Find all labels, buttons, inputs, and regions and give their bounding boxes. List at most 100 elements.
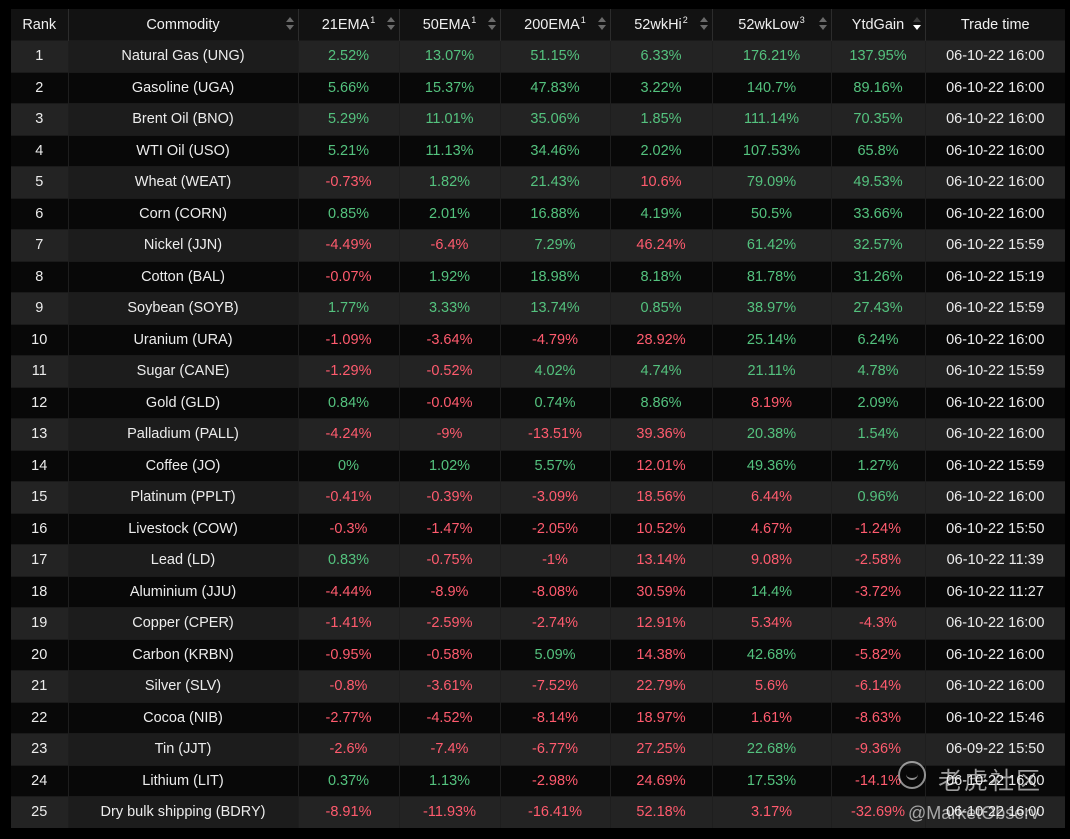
table-row[interactable]: 1 Natural Gas (UNG) 2.52% 13.07% 51.15% 6.33%… — [11, 40, 1065, 72]
table-row[interactable]: 3 Brent Oil (BNO) 5.29% 11.01% 35.06% 1.85% 11… — [11, 103, 1065, 135]
commodity-cell: Cocoa (NIB) — [68, 701, 299, 734]
wk52-low-cell: 79.09% — [712, 166, 832, 198]
footnote-marker: 1 — [370, 14, 376, 25]
table-row[interactable]: 12 Gold (GLD) 0.84% -0.04% 0.74% 8.86% 8.19% 2.… — [11, 386, 1065, 419]
ema21-cell: -1.29% — [298, 355, 400, 387]
ema200-cell: 35.06% — [500, 103, 611, 135]
trade-time-cell: 06-10-22 16:00 — [925, 418, 1065, 450]
ema50-cell: -4.52% — [399, 701, 501, 734]
table-row[interactable]: 21 Silver (SLV) -0.8% -3.61% -7.52% 22.79% 5.6… — [11, 670, 1065, 702]
table-row[interactable]: 9 Soybean (SOYB) 1.77% 3.33% 13.74% 0.85% 38.9… — [11, 292, 1065, 324]
ema50-cell: 1.82% — [399, 166, 501, 198]
commodity-cell: Sugar (CANE) — [68, 355, 299, 387]
wk52-low-cell: 3.17% — [712, 796, 832, 828]
ytd-gain-cell: 0.96% — [831, 481, 926, 513]
table-row[interactable]: 18 Aluminium (JJU) -4.44% -8.9% -8.08% 30.59%… — [11, 575, 1065, 608]
trade-time-cell: 06-10-22 16:00 — [925, 607, 1065, 639]
commodity-cell: Silver (SLV) — [68, 670, 299, 702]
ema50-cell: 3.33% — [399, 292, 501, 324]
header-label: 52wkLow — [738, 16, 799, 33]
header-label: YtdGain — [851, 16, 905, 33]
wk52-hi-cell: 8.18% — [610, 260, 713, 293]
trade-time-cell: 06-10-22 16:00 — [925, 670, 1065, 702]
wk52-low-cell: 8.19% — [712, 386, 832, 419]
ema50-cell: 11.13% — [399, 134, 501, 167]
table-row[interactable]: 4 WTI Oil (USO) 5.21% 11.13% 34.46% 2.02% 107.… — [11, 134, 1065, 167]
table-row[interactable]: 17 Lead (LD) 0.83% -0.75% -1% 13.14% 9.08% -2.5… — [11, 544, 1065, 576]
wk52-low-cell: 6.44% — [712, 481, 832, 513]
table-row[interactable]: 25 Dry bulk shipping (BDRY) -8.91% -11.93% -… — [11, 796, 1065, 828]
ytd-gain-cell: 70.35% — [831, 103, 926, 135]
rank-cell: 10 — [11, 323, 69, 356]
table-row[interactable]: 2 Gasoline (UGA) 5.66% 15.37% 47.83% 3.22% 140… — [11, 71, 1065, 104]
sort-arrows-icon[interactable] — [597, 17, 606, 31]
wk52-hi-cell: 4.19% — [610, 197, 713, 230]
ema50-cell: -8.9% — [399, 575, 501, 608]
rank-cell: 6 — [11, 197, 69, 230]
table-row[interactable]: 6 Corn (CORN) 0.85% 2.01% 16.88% 4.19% 50.5% 33… — [11, 197, 1065, 230]
header-ytdgain[interactable]: YtdGain — [831, 9, 926, 41]
table-row[interactable]: 19 Copper (CPER) -1.41% -2.59% -2.74% 12.91% 5… — [11, 607, 1065, 639]
sort-arrows-icon[interactable] — [487, 17, 496, 31]
ytd-gain-cell: -1.24% — [831, 512, 926, 545]
ema50-cell: 2.01% — [399, 197, 501, 230]
trade-time-cell: 06-10-22 16:00 — [925, 134, 1065, 167]
table-row[interactable]: 7 Nickel (JJN) -4.49% -6.4% 7.29% 46.24% 61.42… — [11, 229, 1065, 261]
ytd-gain-cell: 27.43% — [831, 292, 926, 324]
table-row[interactable]: 20 Carbon (KRBN) -0.95% -0.58% 5.09% 14.38% 42… — [11, 638, 1065, 671]
sort-arrows-icon[interactable] — [386, 17, 395, 31]
rank-cell: 24 — [11, 764, 69, 797]
header-commodity[interactable]: Commodity — [68, 9, 299, 41]
commodity-cell: Copper (CPER) — [68, 607, 299, 639]
ema50-cell: -6.4% — [399, 229, 501, 261]
ema50-cell: -0.58% — [399, 638, 501, 671]
header-21ema[interactable]: 21EMA1 — [298, 9, 400, 41]
table-row[interactable]: 23 Tin (JJT) -2.6% -7.4% -6.77% 27.25% 22.68% -… — [11, 733, 1065, 765]
table-row[interactable]: 11 Sugar (CANE) -1.29% -0.52% 4.02% 4.74% 21.1… — [11, 355, 1065, 387]
trade-time-cell: 06-10-22 15:46 — [925, 701, 1065, 734]
rank-cell: 13 — [11, 418, 69, 450]
table-row[interactable]: 24 Lithium (LIT) 0.37% 1.13% -2.98% 24.69% 17.… — [11, 764, 1065, 797]
wk52-low-cell: 1.61% — [712, 701, 832, 734]
table-row[interactable]: 5 Wheat (WEAT) -0.73% 1.82% 21.43% 10.6% 79.09… — [11, 166, 1065, 198]
table-row[interactable]: 15 Platinum (PPLT) -0.41% -0.39% -3.09% 18.56… — [11, 481, 1065, 513]
sort-arrows-icon[interactable] — [699, 17, 708, 31]
ema200-cell: 5.09% — [500, 638, 611, 671]
ema200-cell: -6.77% — [500, 733, 611, 765]
wk52-hi-cell: 14.38% — [610, 638, 713, 671]
trade-time-cell: 06-10-22 15:59 — [925, 355, 1065, 387]
ema21-cell: 0.84% — [298, 386, 400, 419]
table-row[interactable]: 16 Livestock (COW) -0.3% -1.47% -2.05% 10.52%… — [11, 512, 1065, 545]
sort-arrows-icon[interactable] — [285, 17, 294, 31]
trade-time-cell: 06-10-22 16:00 — [925, 323, 1065, 356]
table-row[interactable]: 8 Cotton (BAL) -0.07% 1.92% 18.98% 8.18% 81.78… — [11, 260, 1065, 293]
sort-descending-icon[interactable] — [912, 17, 921, 31]
header-52wklow[interactable]: 52wkLow3 — [712, 9, 832, 41]
commodity-table-container: Rank Commodity 21EMA1 50EMA1 200EMA1 — [11, 9, 1065, 828]
header-200ema[interactable]: 200EMA1 — [500, 9, 611, 41]
header-50ema[interactable]: 50EMA1 — [399, 9, 501, 41]
ema200-cell: -2.05% — [500, 512, 611, 545]
sort-arrows-icon[interactable] — [818, 17, 827, 31]
header-label: 52wkHi — [634, 16, 682, 33]
ema200-cell: -2.98% — [500, 764, 611, 797]
header-52wkhi[interactable]: 52wkHi2 — [610, 9, 713, 41]
table-row[interactable]: 14 Coffee (JO) 0% 1.02% 5.57% 12.01% 49.36% 1.2… — [11, 449, 1065, 482]
table-row[interactable]: 13 Palladium (PALL) -4.24% -9% -13.51% 39.36%… — [11, 418, 1065, 450]
ema21-cell: -4.24% — [298, 418, 400, 450]
wk52-hi-cell: 27.25% — [610, 733, 713, 765]
ema50-cell: -0.75% — [399, 544, 501, 576]
commodity-performance-table: Rank Commodity 21EMA1 50EMA1 200EMA1 — [11, 9, 1065, 828]
ema21-cell: 2.52% — [298, 40, 400, 72]
ema50-cell: -2.59% — [399, 607, 501, 639]
wk52-low-cell: 107.53% — [712, 134, 832, 167]
table-row[interactable]: 10 Uranium (URA) -1.09% -3.64% -4.79% 28.92% 2… — [11, 323, 1065, 356]
ema21-cell: -4.44% — [298, 575, 400, 608]
wk52-hi-cell: 22.79% — [610, 670, 713, 702]
ema21-cell: 0.37% — [298, 764, 400, 797]
table-row[interactable]: 22 Cocoa (NIB) -2.77% -4.52% -8.14% 18.97% 1.6… — [11, 701, 1065, 734]
rank-cell: 9 — [11, 292, 69, 324]
ytd-gain-cell: 6.24% — [831, 323, 926, 356]
commodity-cell: Natural Gas (UNG) — [68, 40, 299, 72]
ema21-cell: -0.8% — [298, 670, 400, 702]
